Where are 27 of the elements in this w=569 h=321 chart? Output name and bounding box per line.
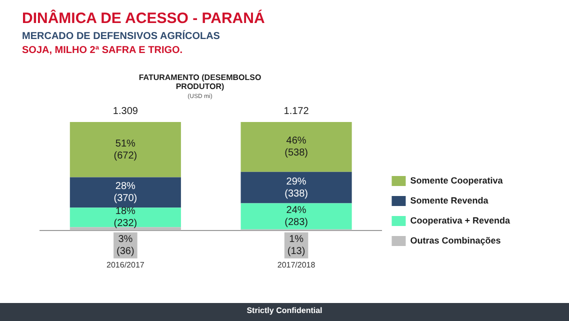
legend-label: Outras Combinações <box>410 235 501 246</box>
data-label: 3% (36) <box>116 234 134 258</box>
text: FATURAMENTO (DESEMBOLSO PRODUTOR) <box>138 73 262 91</box>
annotation: 1.309 <box>112 106 138 117</box>
data-label: 24% (283) <box>284 205 308 228</box>
data-label: 46% (538) <box>284 136 308 159</box>
bar <box>240 203 352 230</box>
bar <box>240 122 352 172</box>
data-label: 29% (338) <box>284 176 308 200</box>
bar <box>70 208 181 228</box>
chart-subtitle: MERCADO DE DEFENSIVOS AGRÍCOLAS <box>22 31 220 42</box>
data-label: 18% (232) <box>114 206 138 230</box>
legend-label: Somente Revenda <box>410 195 490 206</box>
chart-title: DINÂMICA DE ACESSO - PARANÁ <box>22 10 265 27</box>
data-label: 28% (370) <box>114 181 138 204</box>
bar <box>70 177 181 208</box>
x-tick-label: 2016/2017 <box>106 260 145 270</box>
annotation: 1.172 <box>284 106 310 117</box>
x-tick-label: 2017/2018 <box>277 260 316 270</box>
text: Strictly Confidential <box>246 306 324 315</box>
legend-label: Cooperativa + Revenda <box>410 215 511 226</box>
text: SOJA, MILHO 2ª SAFRA E TRIGO. <box>22 45 183 56</box>
data-label: 1% (13) <box>287 234 306 258</box>
data-label: 51% (672) <box>114 138 138 162</box>
bar <box>240 172 352 204</box>
legend-label: Somente Cooperativa <box>410 175 504 186</box>
bar <box>70 122 181 178</box>
